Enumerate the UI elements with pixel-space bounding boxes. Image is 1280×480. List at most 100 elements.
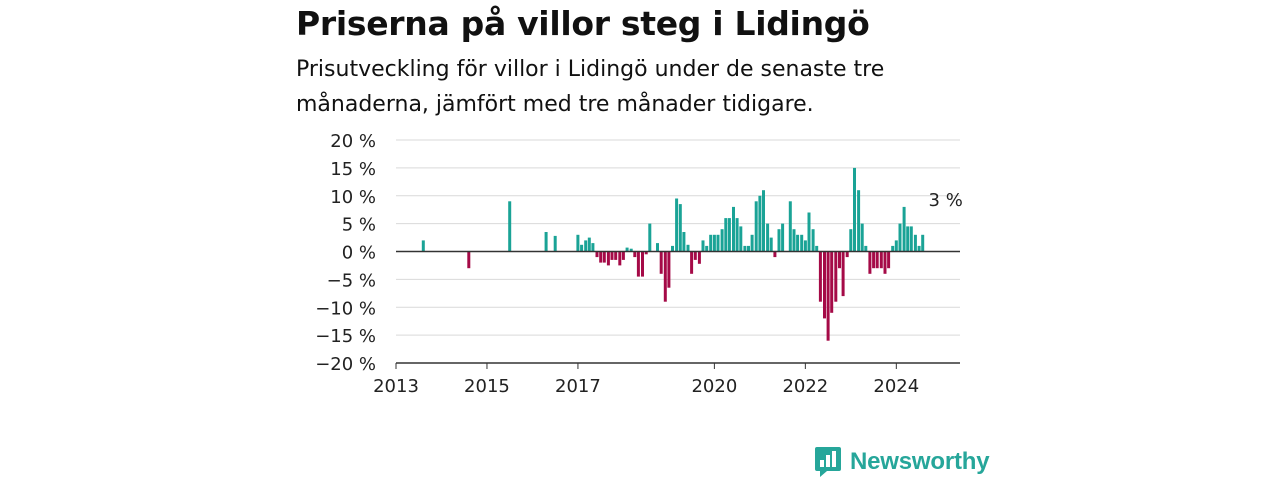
bar (602, 251, 606, 263)
bar (781, 223, 785, 252)
y-tick-label: 20 % (330, 131, 376, 152)
y-tick-label: 15 % (330, 159, 376, 180)
bar (750, 234, 754, 252)
bar (891, 245, 895, 252)
bar (508, 201, 512, 252)
bar (633, 251, 637, 258)
bar (675, 198, 679, 252)
bar (659, 251, 663, 274)
bar (421, 240, 425, 252)
bar (758, 195, 762, 252)
bar (712, 234, 716, 252)
bar (872, 251, 876, 269)
y-tick-label: 5 % (342, 215, 376, 236)
x-tick-label: 2020 (691, 376, 737, 397)
bar (701, 240, 705, 252)
bar (610, 251, 614, 260)
bar (467, 251, 471, 269)
bar (625, 247, 629, 252)
bar (883, 251, 887, 274)
bar (544, 232, 548, 252)
bar (671, 245, 674, 252)
bar (732, 206, 735, 252)
bar (887, 251, 891, 269)
bar (705, 245, 709, 252)
bar (595, 251, 599, 258)
bar (868, 251, 872, 274)
bar (727, 218, 731, 252)
bar (618, 251, 622, 266)
bar (875, 251, 879, 269)
bar (580, 244, 584, 252)
bar (857, 190, 861, 252)
bar (834, 251, 838, 302)
bar (909, 226, 913, 252)
bar (773, 251, 777, 258)
bar (606, 251, 610, 266)
bar (697, 251, 701, 264)
brand-name: Newsworthy (850, 448, 990, 475)
bar (849, 229, 853, 252)
bar (860, 223, 864, 252)
bar (621, 251, 625, 260)
bar (576, 234, 580, 252)
bar (921, 234, 925, 252)
bar (599, 251, 603, 263)
bar (716, 234, 720, 252)
brand-logo: Newsworthy (814, 446, 990, 478)
bar (641, 251, 644, 277)
bar (894, 240, 898, 252)
bar (902, 206, 906, 252)
axes: 20 %15 %10 %5 %0 %−5 %−10 %−15 %−20 %201… (315, 131, 963, 397)
chart-title: Priserna på villor steg i Lidingö (296, 4, 870, 43)
y-tick-label: −10 % (315, 298, 376, 319)
bar (682, 232, 686, 252)
bar (754, 201, 758, 252)
bar (747, 245, 750, 252)
chart-subtitle: Prisutveckling för villor i Lidingö unde… (296, 57, 885, 117)
bar-chart-speech-icon (815, 447, 841, 477)
bar (587, 237, 591, 252)
bar (853, 167, 856, 252)
bar (766, 223, 770, 252)
latest-value-label: 3 % (929, 190, 963, 211)
bar (845, 251, 849, 258)
bar (762, 190, 765, 252)
bar (636, 251, 640, 277)
bar (678, 204, 682, 252)
x-tick-label: 2013 (373, 376, 419, 397)
y-tick-label: −15 % (315, 326, 376, 347)
bar (739, 226, 743, 252)
bar (553, 235, 557, 252)
bar (864, 245, 868, 252)
bar (826, 251, 830, 341)
bar (690, 251, 694, 274)
bar (841, 251, 845, 297)
x-tick-label: 2015 (464, 376, 510, 397)
bar (913, 234, 917, 252)
bar (656, 243, 659, 252)
bar (788, 201, 792, 252)
bar (811, 229, 815, 252)
bar (823, 251, 826, 319)
bar (629, 248, 633, 252)
bar (667, 251, 671, 288)
x-tick-label: 2022 (782, 376, 828, 397)
bar (769, 237, 773, 252)
bar (815, 245, 819, 252)
bar (803, 240, 807, 252)
bar (917, 245, 921, 252)
y-tick-label: −5 % (327, 270, 376, 291)
bars (421, 167, 925, 341)
x-tick-label: 2024 (873, 376, 919, 397)
y-tick-label: 10 % (330, 187, 376, 208)
bar (584, 240, 588, 252)
bar (591, 243, 595, 252)
bar (709, 234, 713, 252)
bar (777, 229, 781, 252)
bar (818, 251, 822, 302)
y-tick-label: −20 % (315, 354, 376, 375)
bar-chart: 20 %15 %10 %5 %0 %−5 %−10 %−15 %−20 %201… (315, 131, 963, 397)
bar (792, 229, 796, 252)
bar (648, 223, 652, 252)
